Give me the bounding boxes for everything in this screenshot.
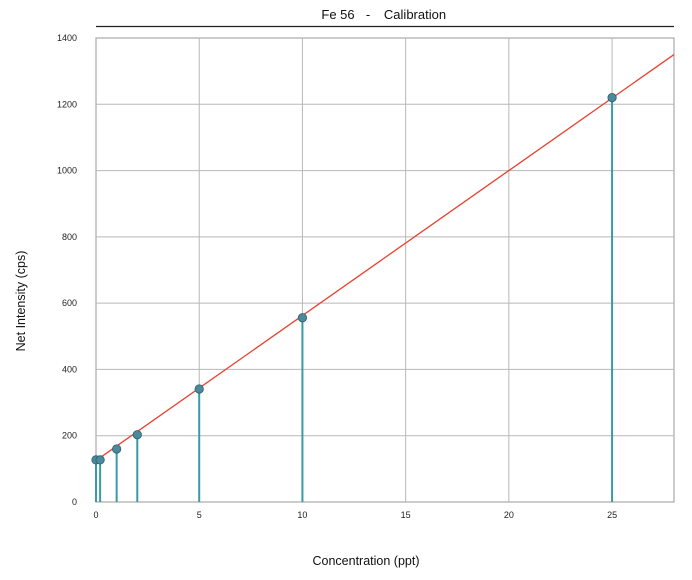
data-point[interactable] [95, 455, 105, 465]
data-point[interactable] [112, 444, 122, 454]
y-tick-label: 0 [72, 497, 77, 507]
x-tick-label: 25 [607, 510, 617, 520]
y-tick-label: 1000 [57, 166, 77, 176]
x-tick-label: 10 [297, 510, 307, 520]
x-tick-label: 20 [504, 510, 514, 520]
y-tick-labels: 0 200 400 600 800 1000 1200 1400 [57, 33, 77, 507]
x-tick-label: 0 [93, 510, 98, 520]
x-tick-label: 5 [197, 510, 202, 520]
point-layer [91, 93, 617, 465]
fit-layer [95, 54, 675, 462]
y-tick-label: 200 [62, 431, 77, 441]
y-tick-label: 400 [62, 364, 77, 374]
data-point[interactable] [607, 93, 617, 103]
y-tick-label: 800 [62, 232, 77, 242]
y-tick-label: 1400 [57, 33, 77, 43]
grid-layer [95, 37, 675, 503]
data-point[interactable] [297, 313, 308, 323]
y-axis-label: Net Intensity (cps) [14, 251, 28, 352]
x-tick-label: 15 [401, 510, 411, 520]
data-point[interactable] [132, 430, 142, 440]
y-tick-label: 1200 [57, 99, 77, 109]
y-tick-label: 600 [62, 298, 77, 308]
calibration-fit-line [95, 54, 675, 462]
stem-layer [95, 97, 614, 502]
chart-title-analyte: Fe 56 [321, 7, 354, 22]
x-tick-labels: 0 5 10 15 20 25 [93, 510, 617, 520]
plot-frame [95, 37, 675, 503]
data-point[interactable] [194, 384, 204, 394]
x-axis-label: Concentration (ppt) [312, 554, 419, 568]
chart-title-separator: - [366, 7, 370, 22]
chart-title-name: Calibration [384, 7, 446, 22]
